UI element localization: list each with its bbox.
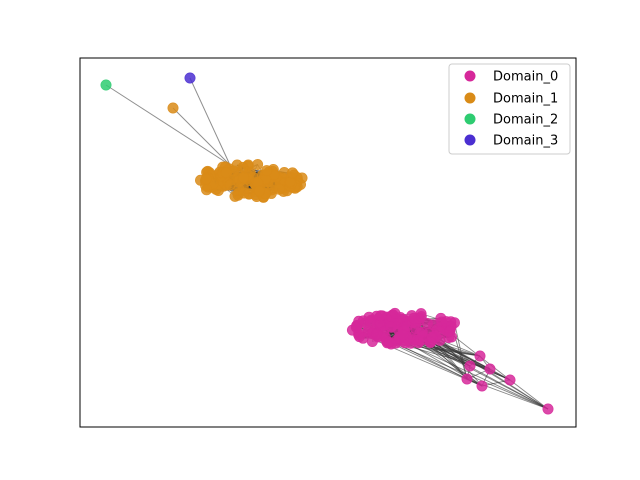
graph-node-domain-0 bbox=[504, 374, 516, 386]
graph-node-domain-0 bbox=[421, 318, 433, 330]
graph-node-domain-0 bbox=[371, 328, 383, 340]
graph-node-domain-0 bbox=[444, 325, 456, 337]
legend-marker-domain-3 bbox=[464, 134, 476, 146]
graph-node-domain-0 bbox=[353, 315, 365, 327]
legend-entry-domain-2: Domain_2 bbox=[464, 113, 558, 128]
graph-node-domain-1 bbox=[238, 172, 250, 184]
legend-box bbox=[448, 63, 571, 155]
graph-node-domain-0 bbox=[474, 350, 486, 362]
graph-node-domain-0 bbox=[408, 312, 420, 324]
graph-node-domain-1 bbox=[201, 184, 213, 196]
outlier-edge bbox=[453, 322, 468, 380]
graph-node-domain-0 bbox=[440, 316, 452, 328]
legend: Domain_0 Domain_1 Domain_2 Domain_3 bbox=[448, 63, 571, 155]
graph-node-domain-1 bbox=[261, 165, 273, 177]
graph-node-domain-1 bbox=[286, 167, 298, 179]
graph-node-domain-1 bbox=[238, 187, 250, 199]
graph-node-domain-1 bbox=[220, 167, 232, 179]
graph-node-domain-1 bbox=[224, 179, 236, 191]
graph-node-domain-1 bbox=[200, 173, 212, 185]
graph-node-domain-1 bbox=[167, 102, 179, 114]
legend-entry-domain-3: Domain_3 bbox=[464, 134, 558, 149]
legend-marker-domain-0 bbox=[464, 70, 476, 82]
legend-marker-domain-1 bbox=[464, 92, 476, 104]
graph-node-domain-0 bbox=[425, 336, 437, 348]
legend-label-domain-0: Domain_0 bbox=[493, 70, 558, 85]
outlier-edge bbox=[509, 379, 549, 410]
graph-node-domain-0 bbox=[357, 332, 369, 344]
legend-entry-domain-0: Domain_0 bbox=[464, 70, 558, 85]
graph-node-domain-1 bbox=[273, 183, 285, 195]
legend-entry-domain-1: Domain_1 bbox=[464, 92, 558, 107]
graph-node-domain-0 bbox=[461, 373, 473, 385]
graph-node-domain-0 bbox=[389, 307, 401, 319]
graph-node-domain-2 bbox=[100, 79, 112, 91]
graph-node-domain-1 bbox=[237, 161, 249, 173]
outlier-edge bbox=[105, 84, 231, 166]
graph-node-domain-1 bbox=[253, 185, 265, 197]
graph-node-domain-0 bbox=[375, 310, 387, 322]
graph-node-domain-0 bbox=[365, 316, 377, 328]
outlier-edge bbox=[172, 107, 231, 166]
graph-node-domain-0 bbox=[464, 360, 476, 372]
graph-node-domain-0 bbox=[385, 321, 397, 333]
graph-node-domain-0 bbox=[484, 363, 496, 375]
graph-node-domain-0 bbox=[434, 326, 446, 338]
graph-node-domain-3 bbox=[184, 72, 196, 84]
legend-marker-domain-2 bbox=[464, 113, 476, 125]
legend-label-domain-2: Domain_2 bbox=[493, 113, 558, 128]
outlier-edge bbox=[189, 77, 231, 166]
axes-frame bbox=[79, 57, 577, 428]
graph-node-domain-0 bbox=[476, 380, 488, 392]
graph-node-domain-0 bbox=[542, 403, 554, 415]
graph-node-domain-0 bbox=[383, 336, 395, 348]
graph-node-domain-0 bbox=[410, 323, 422, 335]
legend-label-domain-1: Domain_1 bbox=[493, 92, 558, 107]
nodes-layer bbox=[100, 72, 554, 415]
legend-label-domain-3: Domain_3 bbox=[493, 134, 558, 149]
